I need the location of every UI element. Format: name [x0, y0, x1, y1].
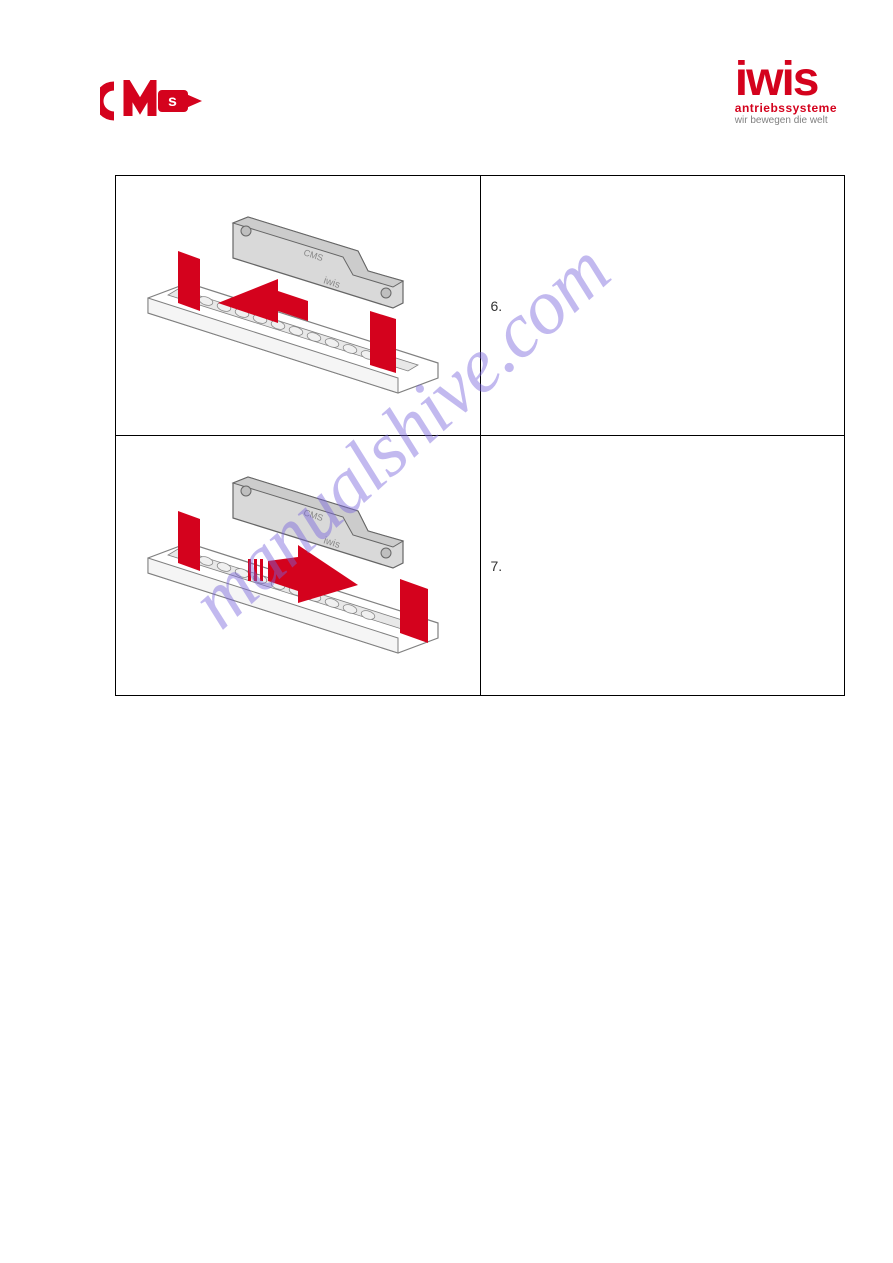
text-cell-step7: 7.	[480, 436, 845, 696]
text-cell-step6: 6.	[480, 176, 845, 436]
iwis-logo: iwis antriebssysteme wir bewegen die wel…	[735, 58, 837, 126]
table-row: CMS iwis 6.	[116, 176, 845, 436]
instruction-table: CMS iwis 6.	[115, 175, 845, 696]
cms-logo: s	[100, 80, 210, 127]
iwis-logo-name: iwis	[735, 58, 837, 101]
device-diagram-step6: CMS iwis	[138, 203, 458, 403]
diagram-cell-step6: CMS iwis	[116, 176, 481, 436]
diagram-cell-step7: CMS iwis	[116, 436, 481, 696]
step-number: 6.	[491, 298, 503, 314]
step-number: 7.	[491, 558, 503, 574]
device-diagram-step7: CMS iwis	[138, 463, 458, 663]
table-row: CMS iwis 7.	[116, 436, 845, 696]
iwis-logo-sub2: wir bewegen die welt	[735, 115, 837, 126]
svg-text:s: s	[168, 93, 177, 110]
iwis-logo-sub1: antriebssysteme	[735, 101, 837, 115]
